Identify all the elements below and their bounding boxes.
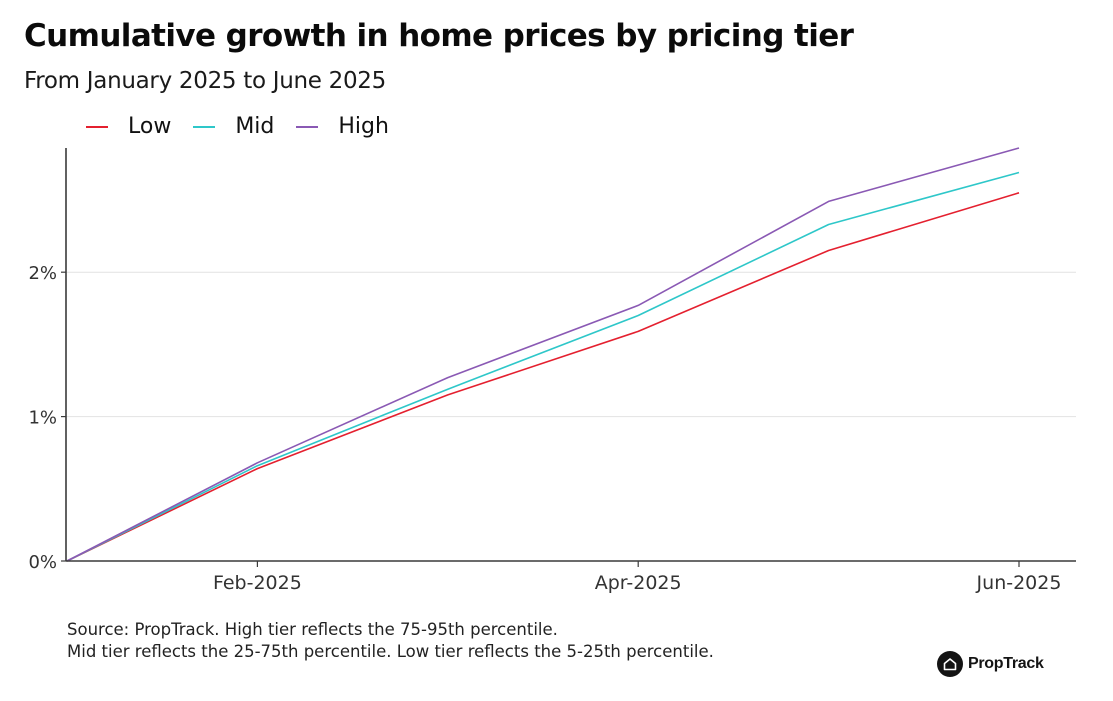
x-tick-label-0: Feb-2025	[213, 572, 302, 594]
gridlines	[66, 271, 1076, 418]
legend-item-mid: Mid	[193, 114, 274, 139]
series-line-mid	[66, 171, 1020, 562]
source-note: Source: PropTrack. High tier reflects th…	[67, 619, 714, 663]
series-lines	[66, 147, 1020, 562]
x-tick-label-2: Jun-2025	[976, 572, 1062, 594]
chart-subtitle: From January 2025 to June 2025	[24, 68, 386, 94]
legend: Low Mid High	[86, 114, 411, 139]
source-line-2: Mid tier reflects the 25-75th percentile…	[67, 642, 714, 661]
y-tick-label-2: 2%	[28, 263, 57, 284]
x-axis-ticks: Feb-2025 Apr-2025 Jun-2025	[213, 561, 1061, 594]
legend-swatch-high	[296, 125, 319, 128]
y-axis-ticks: 0% 1% 2%	[28, 263, 66, 573]
legend-swatch-low	[86, 125, 108, 128]
proptrack-logo: PropTrack	[937, 651, 1044, 677]
y-tick-label-0: 0%	[28, 552, 57, 573]
y-tick-label-1: 1%	[28, 408, 57, 429]
legend-swatch-mid	[193, 125, 216, 128]
series-line-low	[66, 192, 1020, 562]
series-line-high	[66, 147, 1020, 562]
x-tick-label-1: Apr-2025	[595, 572, 682, 594]
legend-label-high: High	[338, 114, 389, 139]
legend-item-high: High	[296, 114, 389, 139]
chart-title: Cumulative growth in home prices by pric…	[24, 18, 854, 54]
source-line-1: Source: PropTrack. High tier reflects th…	[67, 620, 558, 639]
axes	[65, 148, 1076, 562]
house-icon	[937, 651, 963, 677]
logo-text: PropTrack	[968, 655, 1044, 672]
legend-label-low: Low	[128, 114, 172, 139]
legend-label-mid: Mid	[235, 114, 275, 139]
legend-item-low: Low	[86, 114, 171, 139]
